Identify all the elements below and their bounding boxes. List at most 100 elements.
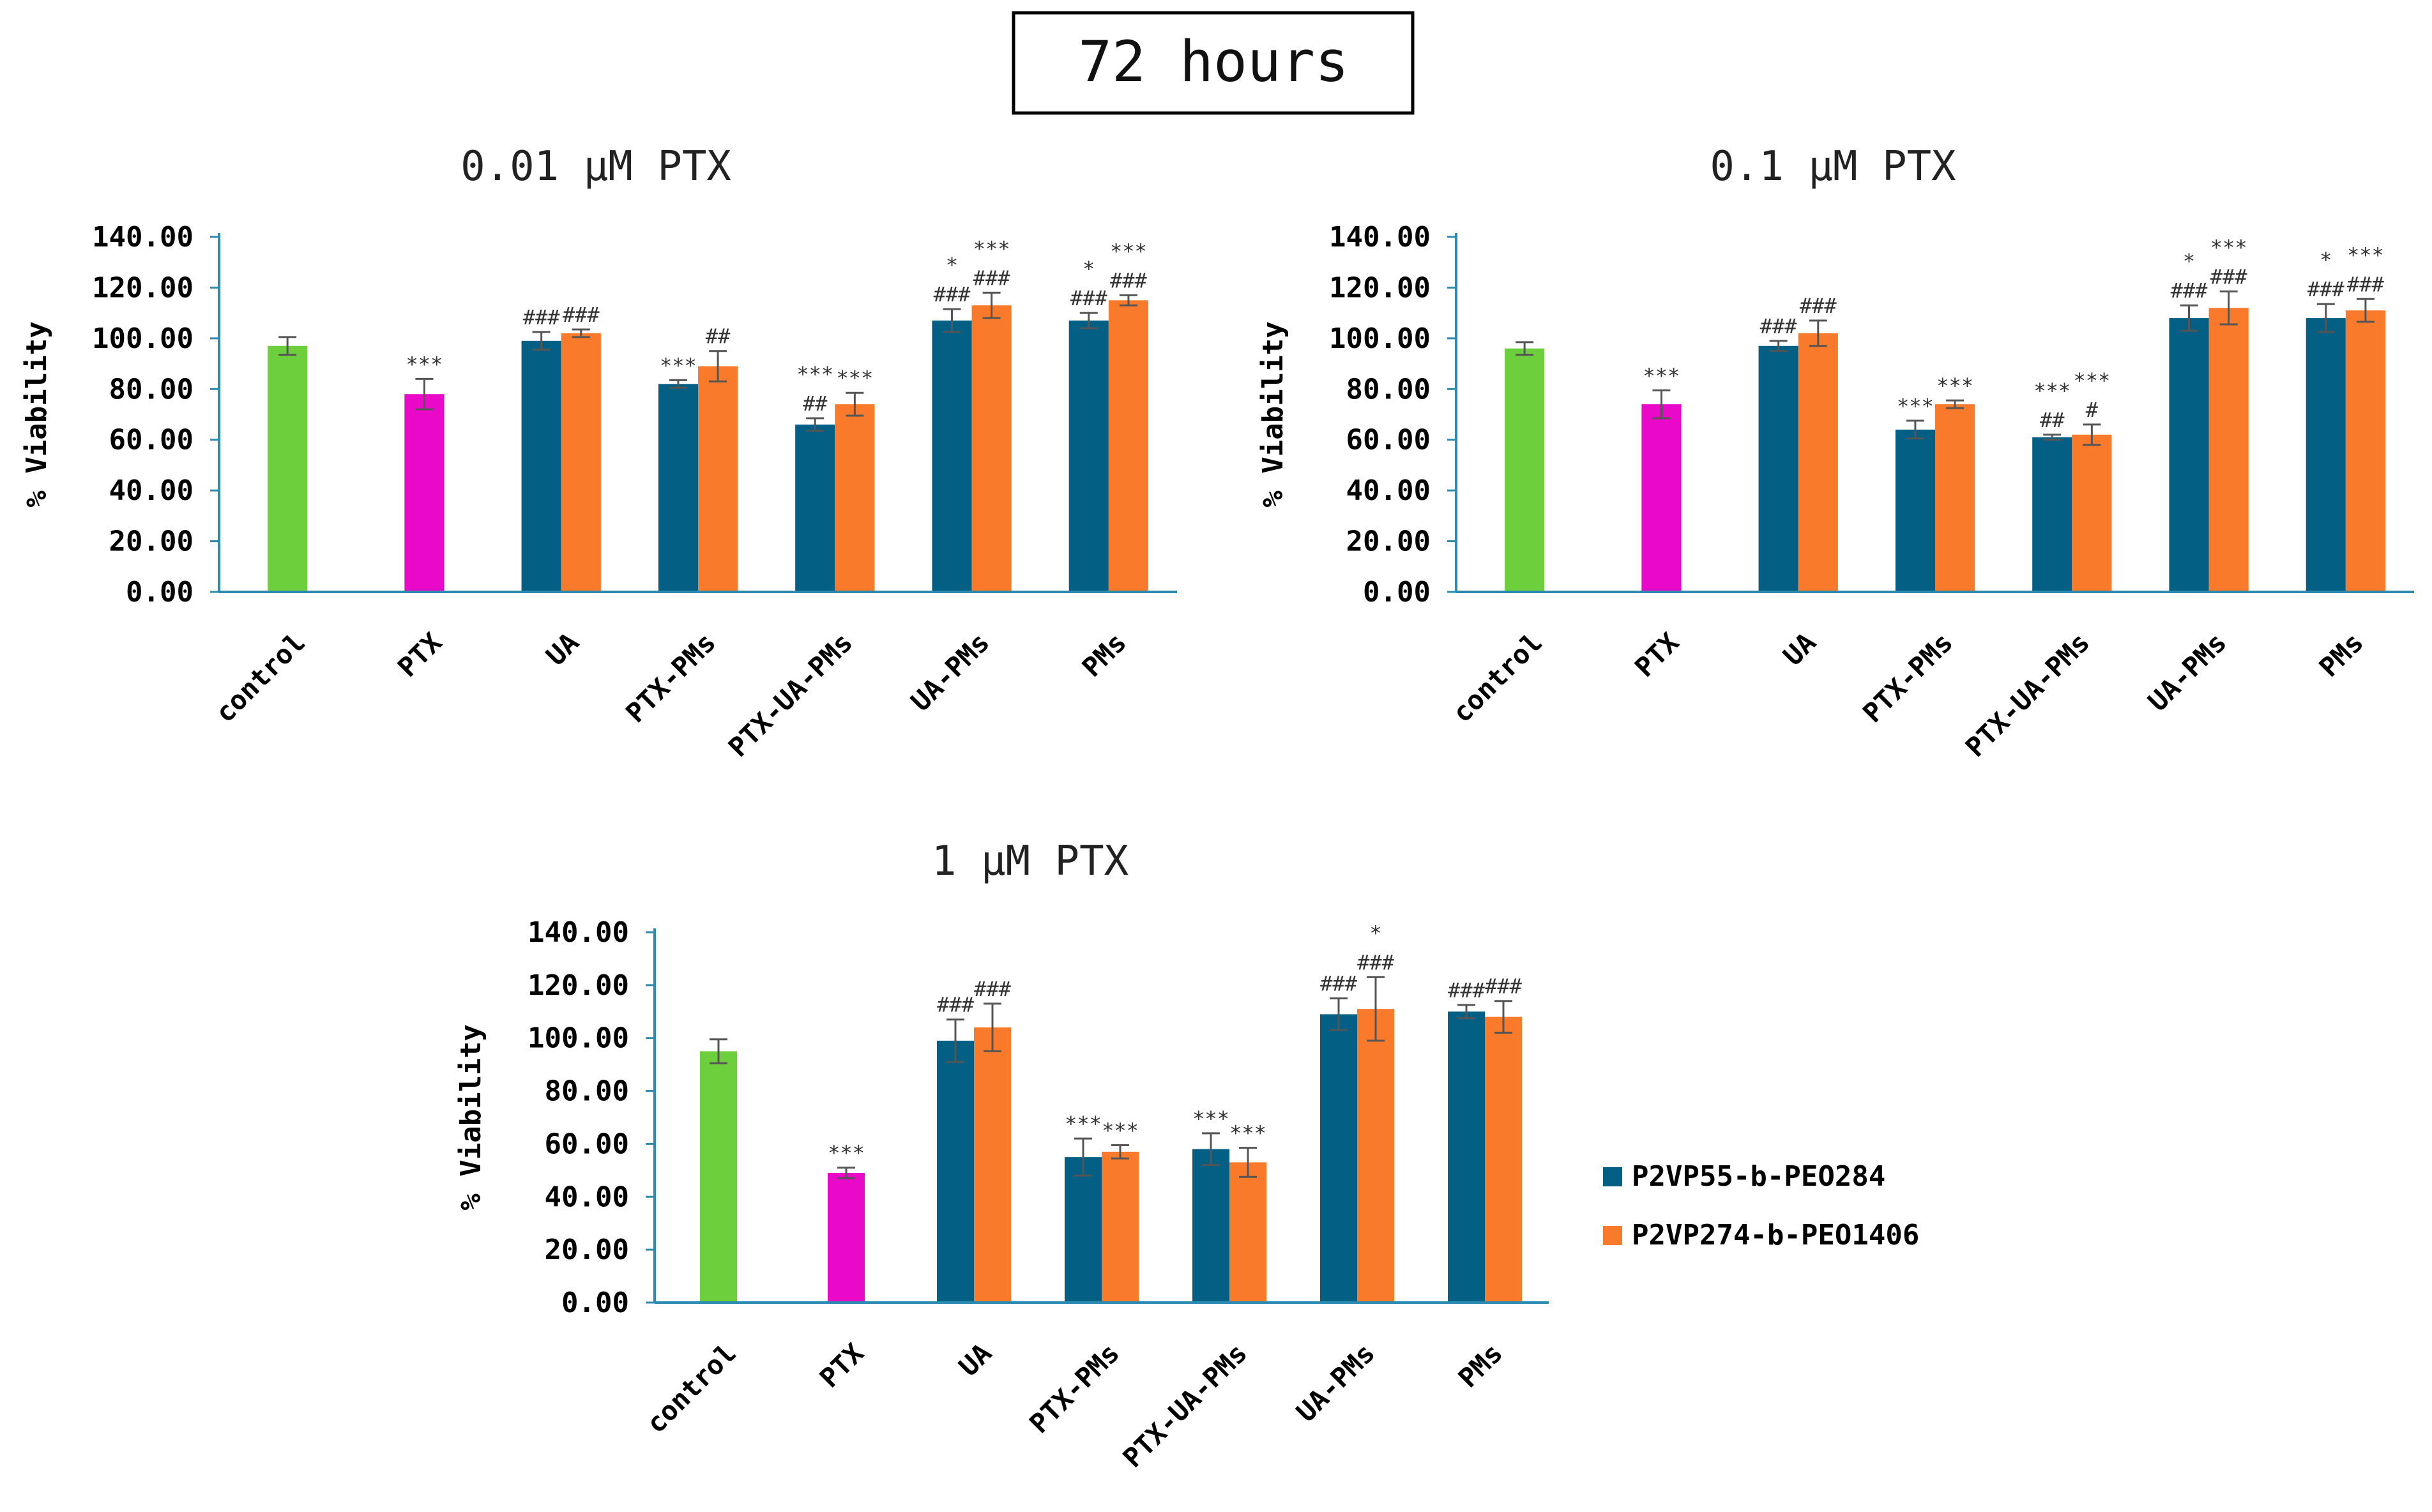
y-tick-label: 40.00	[109, 474, 194, 507]
bar-UA-PMs-series1	[2169, 318, 2209, 592]
y-tick-label: 80.00	[109, 373, 194, 405]
x-tick-label: PTX-PMs	[619, 626, 722, 729]
x-tick-label: UA-PMs	[905, 626, 996, 717]
y-tick-label: 120.00	[1329, 271, 1431, 304]
bar-PMs-series1	[1448, 1011, 1485, 1303]
significance-label: ###	[1448, 978, 1486, 1002]
y-tick-label: 0.00	[126, 576, 194, 609]
significance-label: *	[2183, 249, 2195, 273]
bar-UA-series1	[937, 1040, 974, 1303]
y-tick-label: 100.00	[92, 322, 194, 355]
bar-PTX-UA-PMs-series2	[835, 404, 875, 592]
significance-label: ###	[523, 305, 561, 329]
legend-label-series1: P2VP55-b-PEO284	[1632, 1160, 1885, 1193]
x-tick-label: PTX	[391, 626, 448, 683]
legend-swatch-series1	[1603, 1167, 1622, 1186]
bar-PTX-UA-PMs-series1	[1192, 1149, 1229, 1303]
bar-PTX-PMs-series1	[1895, 429, 1935, 592]
y-axis-title: % Viability	[455, 1024, 487, 1210]
significance-label: ***	[660, 353, 697, 377]
chart-panel-1uM: 1 μM PTX % Viability 0.00 20.00 40.00 60.00 80…	[455, 838, 1549, 1474]
bar-PTX-PMs-series2	[1102, 1151, 1139, 1303]
bar-PTX-PMs-series1	[658, 384, 698, 592]
bar-PTX-PMs-series1	[1065, 1157, 1102, 1303]
bar-PMs-series2	[2345, 310, 2385, 592]
legend-swatch-series2	[1603, 1226, 1622, 1245]
y-tick-label: 20.00	[109, 525, 194, 558]
bar-PTX	[404, 394, 445, 592]
x-tick-label: PMs	[1076, 626, 1132, 683]
y-tick-label: 20.00	[545, 1234, 629, 1266]
significance-label: ###	[1485, 974, 1523, 999]
y-tick-label: 60.00	[109, 424, 194, 457]
significance-label: ***	[973, 236, 1010, 261]
bar-PTX	[828, 1173, 865, 1303]
significance-label: ##	[803, 391, 828, 416]
significance-label: ***	[1643, 363, 1680, 388]
significance-label: ###	[937, 993, 975, 1017]
figure-title-box	[1012, 11, 1415, 115]
y-tick-label: 40.00	[1346, 474, 1431, 507]
bar-PTX-PMs-series2	[698, 366, 738, 592]
y-tick-label: 120.00	[92, 271, 194, 304]
bar-UA-PMs-series2	[971, 305, 1012, 592]
significance-label: ###	[1110, 268, 1148, 292]
x-tick-label: PTX-UA-PMs	[1959, 626, 2095, 762]
significance-label: ***	[2073, 368, 2110, 393]
significance-label: ###	[2210, 264, 2248, 289]
bar-PTX-UA-PMs-series2	[1229, 1162, 1266, 1303]
significance-label: ***	[2033, 379, 2071, 403]
significance-label: ***	[2347, 243, 2384, 267]
significance-label: *	[1369, 921, 1381, 945]
x-tick-label: control	[640, 1337, 742, 1439]
significance-label: ###	[1357, 950, 1395, 974]
y-tick-label: 120.00	[528, 969, 629, 1002]
chart-panel-0.01uM: 0.01 μM PTX % Viability 0.00 20.00 40.00 60.0…	[20, 143, 1177, 763]
x-tick-label: UA	[540, 626, 584, 671]
significance-label: ***	[1897, 394, 1934, 418]
y-tick-label: 100.00	[1329, 322, 1431, 355]
bar-PTX	[1641, 404, 1682, 592]
significance-label: ###	[934, 282, 971, 306]
significance-label: ***	[836, 366, 873, 390]
significance-label: ***	[1936, 374, 1973, 398]
significance-label: ###	[1320, 972, 1358, 996]
significance-label: *	[2320, 248, 2332, 272]
x-tick-label: PTX-PMs	[1857, 626, 1959, 729]
x-tick-label: UA	[1777, 626, 1821, 671]
significance-label: ***	[2210, 235, 2247, 259]
y-tick-label: 60.00	[1346, 424, 1431, 457]
legend-label-series2: P2VP274-b-PEO1406	[1632, 1219, 1919, 1251]
y-tick-label: 100.00	[528, 1022, 629, 1055]
y-axis-title: % Viability	[20, 321, 53, 507]
significance-label: *	[1083, 257, 1095, 281]
significance-label: ##	[706, 324, 731, 349]
significance-label: ###	[1760, 314, 1798, 338]
bar-UA-series1	[521, 340, 561, 592]
significance-label: ###	[2171, 278, 2208, 303]
y-tick-label: 40.00	[545, 1181, 629, 1213]
bar-control	[1505, 348, 1545, 592]
significance-label: ###	[1070, 286, 1108, 310]
y-tick-label: 0.00	[1363, 576, 1431, 609]
significance-label: ***	[828, 1141, 865, 1165]
x-tick-label: PTX-UA-PMs	[722, 626, 858, 762]
significance-label: ###	[973, 266, 1011, 290]
chart-title: 0.01 μM PTX	[460, 143, 731, 190]
bar-UA-PMs-series1	[932, 321, 972, 592]
bar-PMs-series1	[1068, 321, 1109, 592]
figure-title-group: 72 hours	[1012, 11, 1415, 115]
y-tick-label: 140.00	[1329, 221, 1431, 253]
y-tick-label: 0.00	[561, 1287, 629, 1319]
x-tick-label: PTX	[814, 1337, 870, 1393]
significance-label: ***	[1102, 1119, 1139, 1143]
y-tick-label: 80.00	[545, 1075, 629, 1108]
x-tick-label: PTX-UA-PMs	[1117, 1337, 1253, 1473]
y-axis-title: % Viability	[1257, 321, 1289, 507]
bar-PMs-series2	[1108, 300, 1148, 592]
y-tick-label: 20.00	[1346, 525, 1431, 558]
bar-UA-series2	[561, 333, 601, 592]
significance-label: ###	[2307, 277, 2345, 301]
significance-label: #	[2086, 398, 2099, 422]
